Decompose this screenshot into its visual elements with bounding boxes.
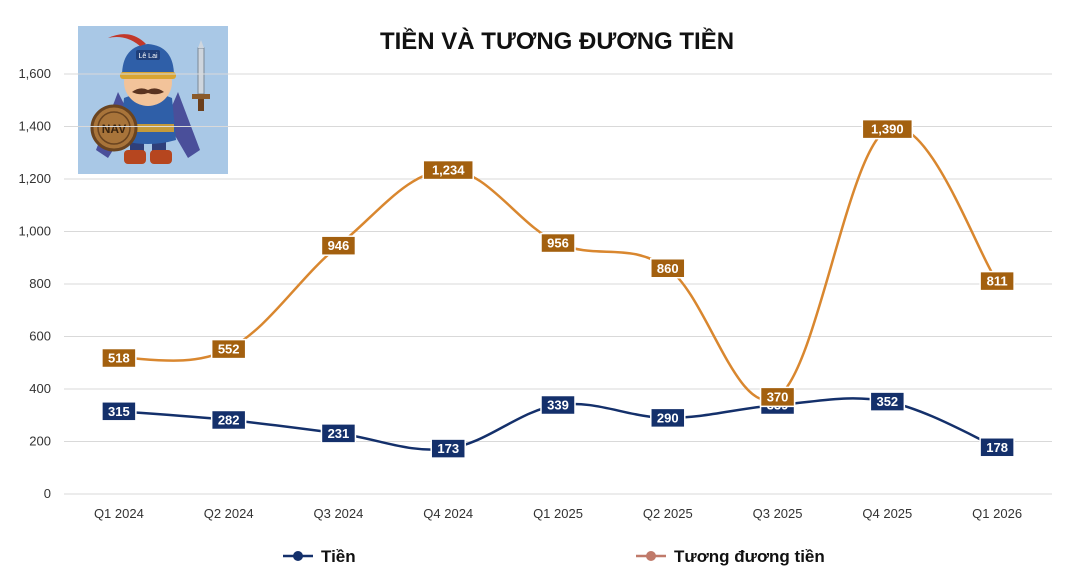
data-label: 518 xyxy=(101,347,137,369)
data-label-box xyxy=(650,258,686,279)
x-tick-label: Q1 2026 xyxy=(972,506,1022,521)
data-label-text: 315 xyxy=(108,404,130,419)
data-label-text: 178 xyxy=(986,440,1008,455)
legend-marker xyxy=(646,551,656,561)
y-tick-label: 1,600 xyxy=(18,66,51,81)
mascot-logo: Lê Lai NAV xyxy=(78,26,228,174)
data-label: 860 xyxy=(650,258,686,279)
y-tick-label: 400 xyxy=(29,381,51,396)
data-label: 352 xyxy=(869,391,906,412)
gridlines xyxy=(64,73,1052,495)
data-label-text: 1,234 xyxy=(432,163,465,178)
data-label: 811 xyxy=(979,270,1015,292)
data-label-text: 290 xyxy=(657,410,679,425)
legend-label: Tiền xyxy=(321,547,356,566)
data-label-box xyxy=(320,423,357,444)
data-label: 1,390 xyxy=(861,118,914,140)
data-label-text: 956 xyxy=(547,236,569,251)
data-label-box xyxy=(979,437,1015,458)
x-tick-label: Q4 2025 xyxy=(862,506,912,521)
data-label-text: 811 xyxy=(987,274,1008,289)
data-label-box xyxy=(101,401,137,422)
x-tick-label: Q4 2024 xyxy=(423,506,473,521)
y-tick-label: 0 xyxy=(44,486,51,501)
legend: Tiền Tương đương tiền xyxy=(283,547,825,566)
data-labels: 3152822311733392903393521785185529461,23… xyxy=(101,118,1015,459)
data-label: 956 xyxy=(540,232,576,254)
data-label: 282 xyxy=(210,409,247,431)
data-label-box xyxy=(320,235,357,256)
x-tick-label: Q2 2025 xyxy=(643,506,693,521)
svg-text:NAV: NAV xyxy=(102,122,126,136)
chart-title: TIỀN VÀ TƯƠNG ĐƯƠNG TIỀN xyxy=(380,27,734,55)
data-label-box xyxy=(979,270,1015,292)
y-axis: 0 200 400 600 800 1,000 1,200 1,400 1,600 xyxy=(18,66,51,501)
data-label: 370 xyxy=(759,386,796,408)
data-label-text: 231 xyxy=(328,426,350,441)
legend-marker xyxy=(293,551,303,561)
x-tick-label: Q2 2024 xyxy=(204,506,254,521)
data-label: 552 xyxy=(210,338,247,360)
data-label-box xyxy=(210,338,247,360)
data-label: 315 xyxy=(101,401,137,422)
data-label-text: 518 xyxy=(108,351,130,366)
data-label: 946 xyxy=(320,235,357,256)
data-label: 290 xyxy=(650,407,686,429)
data-label-text: 173 xyxy=(437,441,459,456)
y-tick-label: 1,200 xyxy=(18,171,51,186)
data-label-box xyxy=(210,409,247,431)
data-label-text: 282 xyxy=(218,412,240,427)
data-label-text: 352 xyxy=(876,394,898,409)
data-label-text: 946 xyxy=(328,238,350,253)
series-line-1 xyxy=(118,125,999,402)
data-label: 173 xyxy=(430,438,466,459)
data-label: 178 xyxy=(979,437,1015,458)
x-tick-label: Q3 2025 xyxy=(753,506,803,521)
data-label: 231 xyxy=(320,423,357,444)
x-tick-label: Q1 2024 xyxy=(94,506,144,521)
legend-label: Tương đương tiền xyxy=(674,547,825,566)
data-label-box xyxy=(869,391,906,412)
data-label-box xyxy=(650,407,686,429)
data-label-box xyxy=(861,118,914,140)
y-tick-label: 1,400 xyxy=(18,119,51,134)
data-label-text: 860 xyxy=(657,261,679,276)
data-label-box xyxy=(540,232,576,254)
data-label-text: 370 xyxy=(767,389,789,404)
data-label-box xyxy=(422,159,474,181)
x-tick-label: Q3 2024 xyxy=(314,506,364,521)
legend-entry: Tiền xyxy=(283,547,356,566)
data-label-text: 552 xyxy=(218,342,240,357)
y-tick-label: 600 xyxy=(29,329,51,344)
data-label: 1,234 xyxy=(422,159,474,181)
y-tick-label: 800 xyxy=(29,276,51,291)
y-tick-label: 1,000 xyxy=(18,224,51,239)
x-axis: Q1 2024 Q2 2024 Q3 2024 Q4 2024 Q1 2025 Q2 20… xyxy=(94,506,1022,521)
data-label-box xyxy=(540,394,576,416)
data-label: 339 xyxy=(540,394,576,416)
data-label-box xyxy=(101,347,137,369)
legend-entry: Tương đương tiền xyxy=(636,547,825,566)
data-label-box xyxy=(759,386,796,408)
svg-text:Lê Lai: Lê Lai xyxy=(138,53,158,60)
data-label-text: 1,390 xyxy=(871,122,904,137)
x-tick-label: Q1 2025 xyxy=(533,506,583,521)
data-label-text: 339 xyxy=(547,398,569,413)
data-label-box xyxy=(430,438,466,459)
y-tick-label: 200 xyxy=(29,434,51,449)
